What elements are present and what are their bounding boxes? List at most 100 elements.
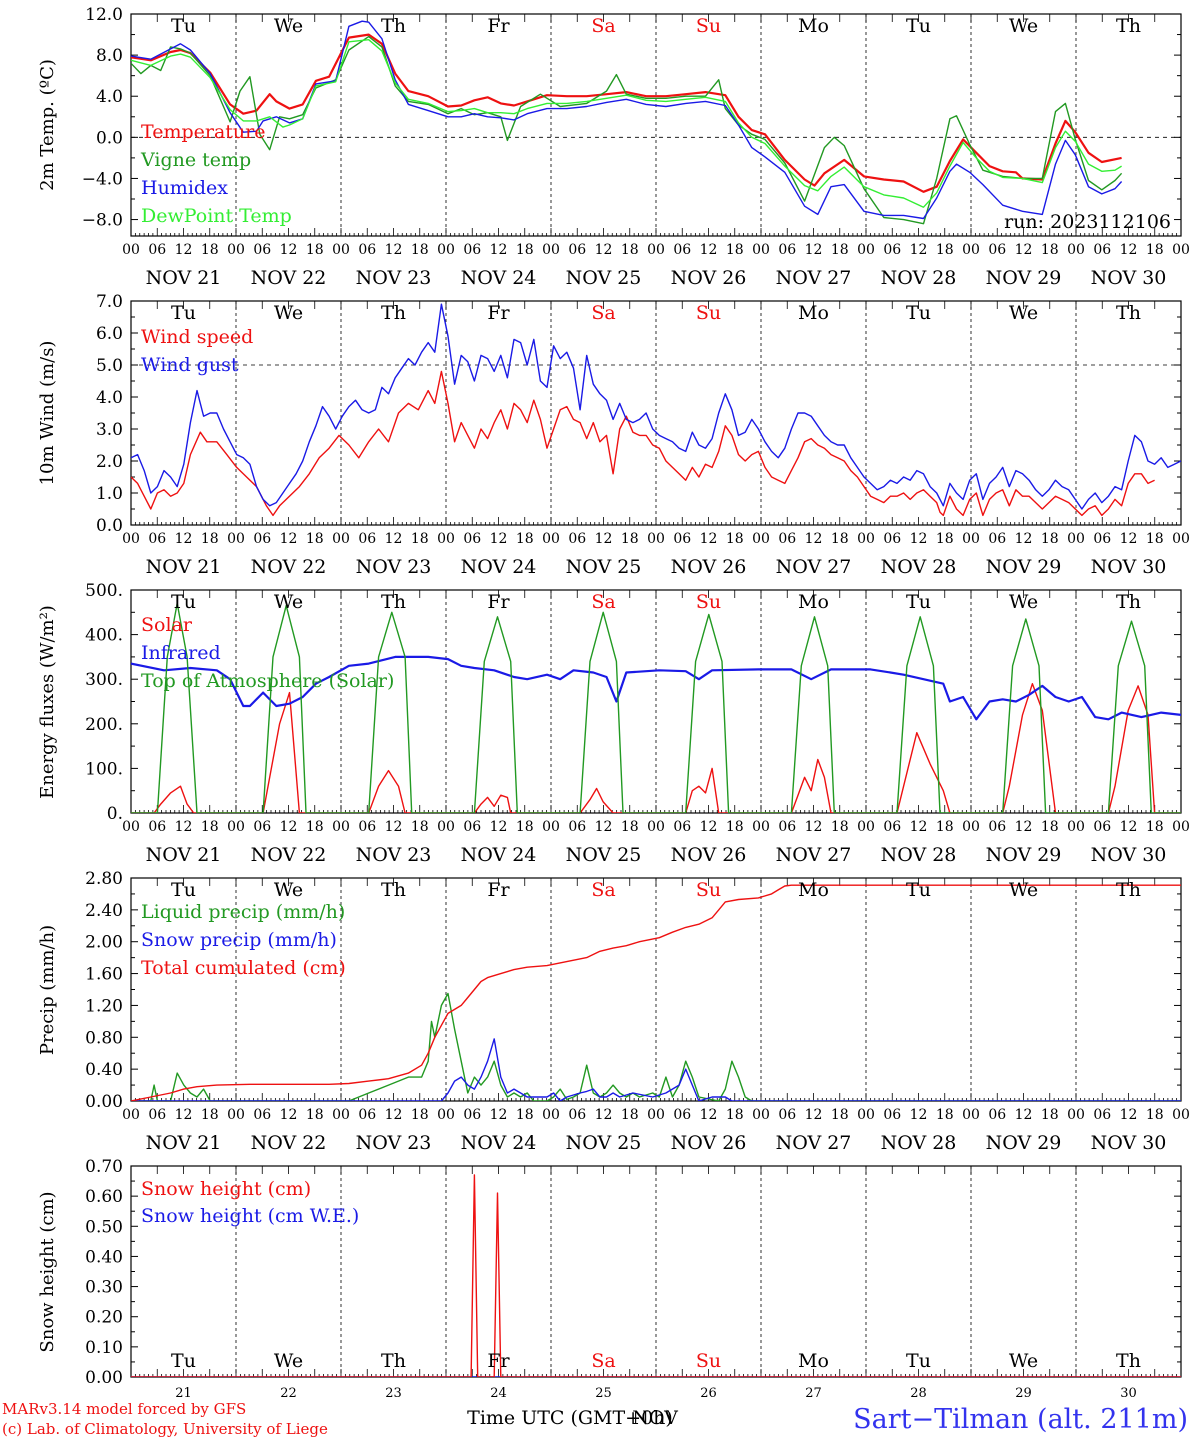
x-hour-label: 12: [700, 819, 718, 835]
x-hour-label: 06: [463, 531, 481, 547]
legend-entry: Vigne temp: [140, 149, 251, 171]
x-hour-label: 00: [857, 819, 875, 835]
weekday-label: Tu: [906, 1350, 931, 1372]
series-snow-height-cm: [131, 1174, 1181, 1377]
x-hour-label: 00: [752, 819, 770, 835]
x-hour-label: 12: [595, 242, 613, 258]
x-hour-label: 12: [700, 1107, 718, 1123]
x-date-label: NOV 25: [566, 844, 642, 866]
station-name: Sart−Tilman (alt. 211m): [853, 1404, 1188, 1435]
legend-entry: Liquid precip (mm/h): [141, 901, 345, 923]
x-date-label: NOV 25: [566, 267, 642, 289]
x-hour-label: 12: [280, 531, 298, 547]
weekday-label: Fr: [487, 302, 510, 324]
y-tick-label: 1.0: [96, 484, 123, 504]
x-hour-label: 18: [1146, 819, 1164, 835]
x-hour-label: 18: [726, 531, 744, 547]
x-hour-label: 06: [148, 531, 166, 547]
x-hour-label: 06: [673, 242, 691, 258]
y-tick-label: 0.40: [85, 1247, 123, 1267]
x-hour-label: 00: [437, 242, 455, 258]
series-solar: [131, 683, 1181, 813]
y-axis-label: 2m Temp. (ºC): [37, 59, 58, 191]
x-hour-label: 06: [253, 1107, 271, 1123]
weekday-label: We: [1009, 591, 1038, 613]
x-hour-label: 00: [332, 1107, 350, 1123]
x-hour-label: 12: [175, 242, 193, 258]
x-hour-label: 00: [962, 242, 980, 258]
legend-entry: Snow height (cm W.E.): [141, 1205, 359, 1227]
series-group: [131, 602, 1181, 813]
legend-entry: Wind speed: [141, 326, 253, 348]
y-tick-label: 2.80: [85, 869, 123, 889]
weekday-label: Fr: [487, 1350, 510, 1372]
x-hour-label: 18: [831, 819, 849, 835]
x-hour-label: 06: [568, 1107, 586, 1123]
x-date-label: NOV 23: [356, 267, 432, 289]
weekday-label: Th: [381, 15, 406, 37]
y-tick-label: 4.0: [96, 87, 123, 107]
x-hour-label: 00: [332, 819, 350, 835]
x-hour-label: 06: [778, 242, 796, 258]
legend-entry: Total cumulated (cm): [141, 957, 346, 979]
weekday-label: Mo: [798, 879, 829, 901]
x-hour-label: 00: [332, 242, 350, 258]
x-date-label: NOV 24: [461, 556, 537, 578]
x-hour-label: 18: [411, 1107, 429, 1123]
weekday-label: Mo: [798, 302, 829, 324]
x-hour-label: 06: [463, 242, 481, 258]
x-hour-label: 18: [621, 1107, 639, 1123]
x-hour-label: 12: [175, 819, 193, 835]
x-hour-label: 06: [988, 531, 1006, 547]
x-hour-label: 06: [883, 1107, 901, 1123]
x-hour-label: 12: [1015, 531, 1033, 547]
x-hour-label: 00: [332, 531, 350, 547]
x-date-label: NOV 29: [986, 267, 1062, 289]
y-tick-label: 0.40: [85, 1060, 123, 1080]
x-hour-label: 00: [542, 242, 560, 258]
x-hour-label: 06: [1093, 819, 1111, 835]
weekday-label: We: [1009, 15, 1038, 37]
weekday-label: Su: [696, 302, 721, 324]
series-top-of-atmosphere-solar: [131, 602, 1181, 813]
x-hour-label: 12: [595, 819, 613, 835]
x-hour-label: 18: [936, 242, 954, 258]
x-hour-label: 06: [988, 819, 1006, 835]
y-tick-label: 1.20: [85, 996, 123, 1016]
x-hour-label: 18: [726, 1107, 744, 1123]
weekday-label: Tu: [171, 879, 196, 901]
run-label: run: 2023112106: [1004, 211, 1171, 233]
y-tick-label: 7.0: [96, 292, 123, 312]
legend-entry: Temperature: [141, 121, 265, 143]
x-hour-label: 18: [1041, 819, 1059, 835]
weekday-label: We: [1009, 879, 1038, 901]
series-snow-precip-mm-h: [131, 1038, 1181, 1101]
series-infrared: [131, 655, 1181, 721]
weekday-label: We: [274, 591, 303, 613]
y-tick-label: 0.50: [85, 1217, 123, 1237]
weekday-label: Fr: [487, 591, 510, 613]
weekday-label: Tu: [171, 15, 196, 37]
x-hour-label: 00: [962, 819, 980, 835]
panel-snow: 0.70 0.60 0.50 0.40 0.30 0.20 0.10 0.00 Snow hei…: [37, 1157, 1182, 1401]
y-axis-label: Snow height (cm): [37, 1191, 58, 1352]
x-hour-label: 06: [358, 242, 376, 258]
x-hour-label: 18: [621, 531, 639, 547]
x-hour-label: 18: [516, 1107, 534, 1123]
x-hour-label: 06: [883, 242, 901, 258]
x-hour-label: 06: [988, 1107, 1006, 1123]
x-hour-label: 18: [411, 242, 429, 258]
legend-entry: Humidex: [141, 177, 228, 199]
x-hour-label: 00: [122, 531, 140, 547]
x-hour-label: 18: [621, 242, 639, 258]
plot-frame: [130, 589, 1182, 814]
x-hour-label: 00: [227, 819, 245, 835]
series-dewpoint-temp: [131, 39, 1122, 208]
credit-line-2: (c) Lab. of Climatology, University of L…: [2, 1420, 328, 1438]
x-date-label: NOV 30: [1091, 556, 1167, 578]
x-hour-label: 12: [280, 819, 298, 835]
y-tick-label: 100.: [85, 759, 123, 779]
y-axis-label: Energy fluxes (W/m²): [37, 605, 58, 799]
x-hour-label: 00: [122, 242, 140, 258]
x-date-label: NOV 26: [671, 267, 747, 289]
